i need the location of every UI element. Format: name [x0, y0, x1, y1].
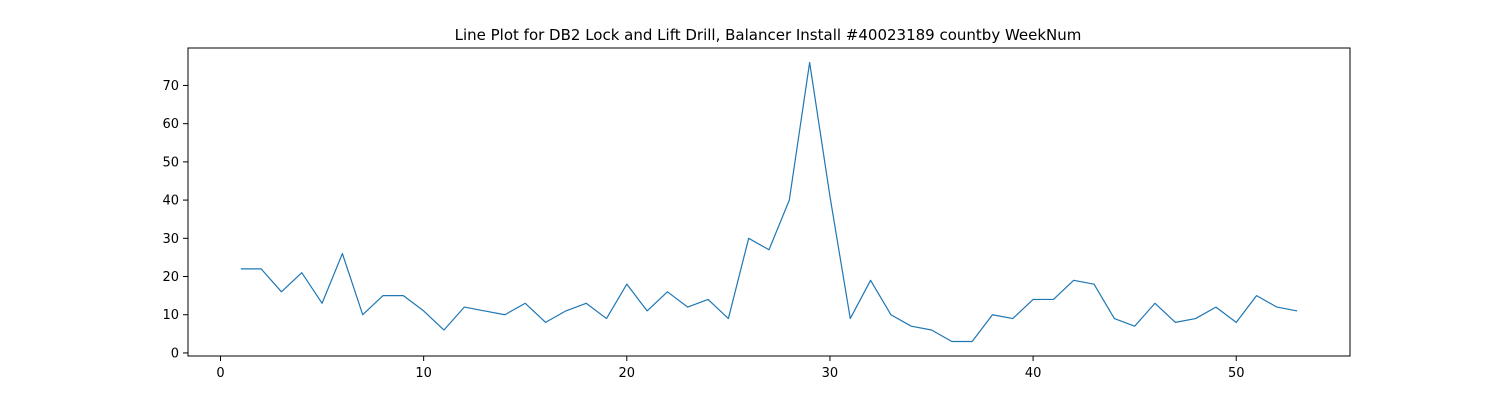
- series-line-0: [240, 61, 1298, 343]
- y-tick-label: 20: [162, 270, 179, 285]
- x-tick-label: 20: [619, 366, 636, 381]
- axes-frame: [187, 47, 1351, 357]
- y-tick-label: 30: [162, 232, 179, 247]
- plot-area: 0 10 20 30 40 50 0 10 20 30 40 50 60 70: [162, 47, 1351, 381]
- x-tick-label: 0: [216, 366, 224, 381]
- y-tick-label: 40: [162, 194, 179, 209]
- y-tick-label: 10: [162, 308, 179, 323]
- x-tick-label: 10: [415, 366, 432, 381]
- y-tick-label: 0: [171, 346, 179, 361]
- y-tick-label: 50: [162, 155, 179, 170]
- chart-title: Line Plot for DB2 Lock and Lift Drill, B…: [455, 26, 1082, 44]
- x-tick-label: 50: [1228, 366, 1245, 381]
- x-tick-label: 30: [822, 366, 839, 381]
- x-tick-label: 40: [1025, 366, 1042, 381]
- y-tick-label: 70: [162, 79, 179, 94]
- y-tick-label: 60: [162, 117, 179, 132]
